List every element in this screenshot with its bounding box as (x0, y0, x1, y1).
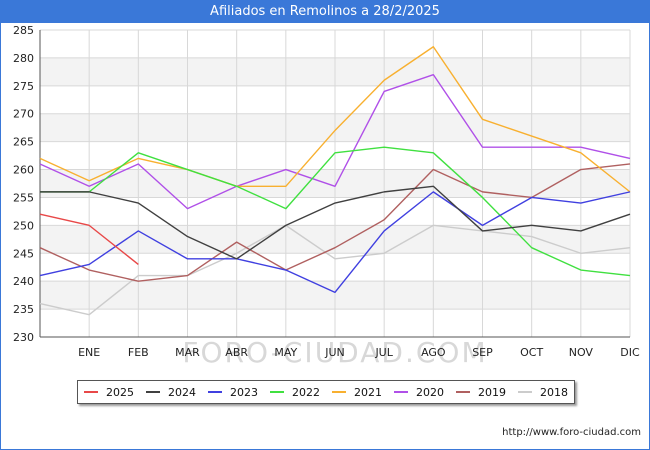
legend: 2025 2024 2023 2022 2021 2020 2019 2018 (77, 380, 575, 404)
legend-item-2021: 2021 (332, 386, 382, 399)
legend-swatch (84, 391, 98, 393)
y-tick-label: 260 (13, 164, 34, 177)
legend-label: 2023 (230, 385, 258, 399)
y-tick-label: 240 (13, 275, 34, 288)
x-tick-label: JUL (374, 346, 393, 359)
legend-label: 2018 (540, 385, 568, 399)
legend-item-2024: 2024 (146, 386, 196, 399)
y-tick-label: 275 (13, 80, 34, 93)
legend-swatch (208, 391, 222, 393)
y-tick-label: 280 (13, 52, 34, 65)
legend-label: 2022 (292, 385, 320, 399)
watermark: FORO-CIUDAD.COM (182, 336, 487, 369)
legend-label: 2021 (354, 385, 382, 399)
legend-item-2019: 2019 (456, 386, 506, 399)
legend-swatch (518, 391, 532, 393)
legend-swatch (394, 391, 408, 393)
y-tick-label: 250 (13, 219, 34, 232)
series-line-2020 (39, 73, 631, 210)
y-axis-ticks: 230 235 240 245 250 255 260 265 270 275 280 285 (13, 24, 34, 344)
grid-lines (39, 29, 631, 338)
series-line-2024 (40, 185, 631, 260)
y-tick-label: 230 (13, 331, 34, 344)
x-tick-label: MAR (175, 346, 200, 359)
y-tick-label: 255 (13, 191, 34, 204)
x-tick-label: JUN (324, 346, 345, 359)
x-tick-label: OCT (520, 346, 543, 359)
series-line-2022 (40, 146, 631, 277)
x-tick-label: FEB (128, 346, 149, 359)
y-tick-label: 285 (13, 24, 34, 37)
x-tick-label: ENE (78, 346, 100, 359)
legend-item-2022: 2022 (270, 386, 320, 399)
y-tick-label: 245 (13, 247, 34, 260)
legend-item-2025: 2025 (84, 386, 134, 399)
x-tick-label: MAY (274, 346, 297, 359)
legend-swatch (456, 391, 470, 393)
x-tick-label: AGO (421, 346, 446, 359)
source-url: http://www.foro-ciudad.com (502, 427, 641, 438)
legend-label: 2020 (416, 385, 444, 399)
legend-swatch (270, 391, 284, 393)
legend-item-2018: 2018 (518, 386, 568, 399)
legend-label: 2025 (106, 385, 134, 399)
y-tick-label: 235 (13, 303, 34, 316)
x-tick-label: ABR (225, 346, 248, 359)
legend-swatch (146, 391, 160, 393)
series-line-2025 (39, 213, 139, 265)
series-line-2021 (39, 46, 631, 193)
legend-item-2020: 2020 (394, 386, 444, 399)
x-tick-label: SEP (472, 346, 493, 359)
legend-item-2023: 2023 (208, 386, 258, 399)
x-tick-label: NOV (569, 346, 594, 359)
series-line-2018 (39, 224, 631, 316)
legend-label: 2024 (168, 385, 196, 399)
series-line-2023 (39, 191, 631, 294)
y-tick-label: 265 (13, 136, 34, 149)
y-tick-label: 270 (13, 108, 34, 121)
chart-title: Afiliados en Remolinos a 28/2/2025 (0, 0, 650, 23)
legend-label: 2019 (478, 385, 506, 399)
x-tick-label: DIC (620, 346, 640, 359)
x-axis-ticks: ENE FEB MAR ABR MAY JUN JUL AGO SEP OCT NOV DIC (78, 346, 640, 359)
series-lines (39, 46, 631, 316)
legend-swatch (332, 391, 346, 393)
